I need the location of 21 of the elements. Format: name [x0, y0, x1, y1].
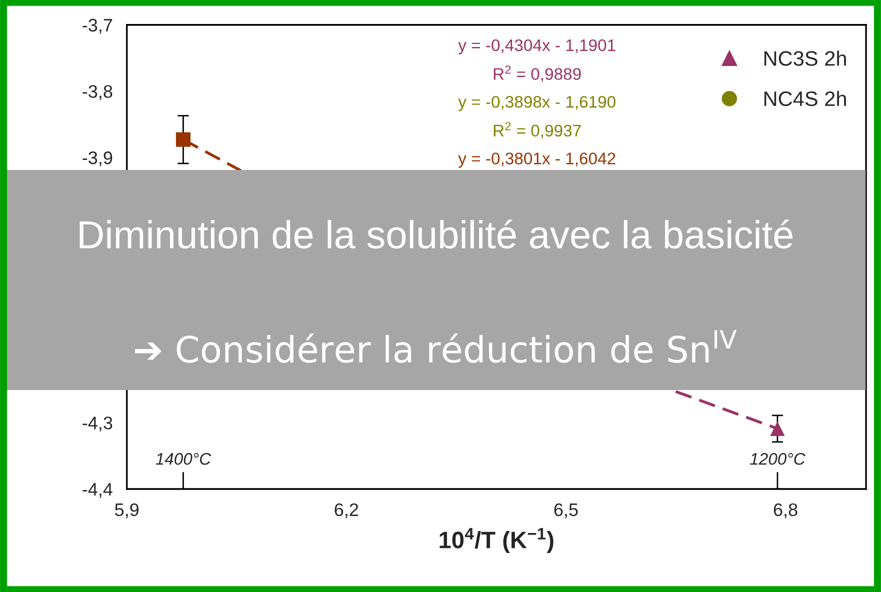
x-tick-label: 6,5: [554, 503, 578, 518]
y-tick-label: -4,4: [82, 483, 112, 498]
annotation: y = -0,4304x - 1,1901: [458, 39, 616, 54]
legend-label: NC3S 2h: [764, 50, 846, 66]
y-tick-label: -4,3: [82, 416, 112, 432]
x-tick-label: 5,9: [115, 503, 139, 518]
x-tick-label: 6,8: [774, 503, 798, 518]
legend-label: NC4S 2h: [764, 90, 846, 106]
annotation: R$^{2}$ = 0,9889: [494, 65, 581, 82]
x-tick-label: 6,2: [334, 503, 358, 518]
ref-line-label: 1200°C: [750, 453, 806, 465]
annotation: R$^{2}$ = 0,9937: [494, 122, 581, 139]
annotation: y = -0,3801x - 1,6042: [458, 152, 616, 168]
y-tick-label: -3,8: [82, 85, 112, 100]
annotation: Diminution de la solubilité avec la basicité: [80, 220, 793, 249]
x-axis-title: 10$^{4}$/T (K$^{−1}$): [440, 528, 554, 554]
y-tick-label: -3,7: [82, 18, 112, 34]
y-tick-label: -3,9: [82, 151, 112, 166]
annotation: y = -0,3898x - 1,6190: [458, 96, 616, 112]
annotation: ➔ Considérer la réduction de Sn$^{IV}$: [135, 330, 737, 363]
ref-line-label: 1400°C: [156, 453, 212, 465]
